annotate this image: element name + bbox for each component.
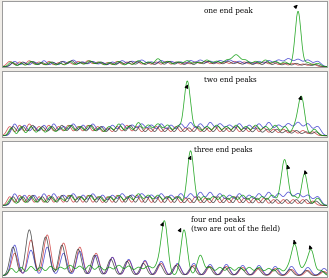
Text: three end peaks: three end peaks <box>194 146 252 154</box>
Text: four end peaks
(two are out of the field): four end peaks (two are out of the field… <box>190 216 280 233</box>
Text: one end peak: one end peak <box>204 7 252 15</box>
Text: two end peaks: two end peaks <box>204 76 256 85</box>
